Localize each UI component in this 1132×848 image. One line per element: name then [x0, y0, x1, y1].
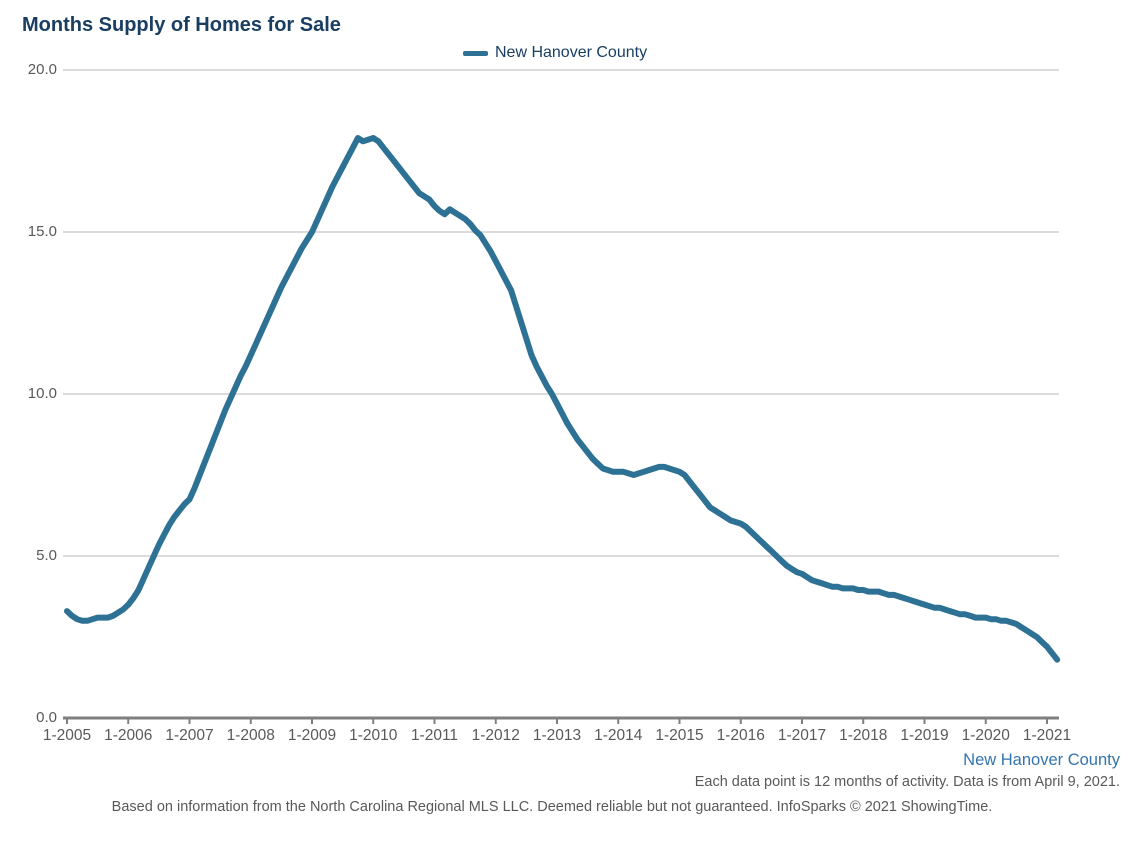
x-axis-label: 1-2006	[104, 727, 153, 744]
legend-label: New Hanover County	[495, 44, 648, 61]
x-axis-tick-marks	[66, 718, 1048, 724]
x-axis-label: 1-2016	[716, 727, 765, 744]
y-axis-label: 10.0	[27, 385, 57, 402]
x-axis-label: 1-2010	[349, 727, 398, 744]
x-axis-label: 1-2021	[1022, 727, 1072, 744]
x-axis-label: 1-2013	[532, 727, 582, 744]
x-axis-label: 1-2005	[42, 727, 92, 744]
x-axis-label: 1-2018	[839, 727, 888, 744]
x-axis-label: 1-2012	[471, 727, 520, 744]
series-footnote-label: New Hanover County	[963, 751, 1120, 769]
series-line-new-hanover-county	[64, 135, 1061, 663]
x-axis-label: 1-2008	[226, 727, 275, 744]
y-axis-label: 20.0	[27, 61, 57, 78]
x-axis-label: 1-2017	[777, 727, 827, 744]
chart-title: Months Supply of Homes for Sale	[22, 14, 341, 36]
y-axis-label: 0.0	[36, 709, 57, 726]
x-axis-label: 1-2014	[594, 727, 643, 744]
x-axis-label: 1-2015	[655, 727, 704, 744]
gridlines	[63, 69, 1059, 557]
data-note: Each data point is 12 months of activity…	[694, 774, 1120, 790]
y-axis-label: 5.0	[36, 547, 57, 564]
x-axis-label: 1-2020	[961, 727, 1010, 744]
attribution-footer: Based on information from the North Caro…	[111, 799, 993, 815]
y-axis-label: 15.0	[27, 223, 57, 240]
x-axis-label: 1-2007	[165, 727, 214, 744]
x-axis-label: 1-2011	[410, 727, 459, 744]
legend-item-new-hanover-county[interactable]: New Hanover County	[463, 42, 647, 64]
x-axis-label: 1-2019	[900, 727, 949, 744]
x-axis-label: 1-2009	[287, 727, 337, 744]
legend-line-swatch	[463, 50, 488, 56]
